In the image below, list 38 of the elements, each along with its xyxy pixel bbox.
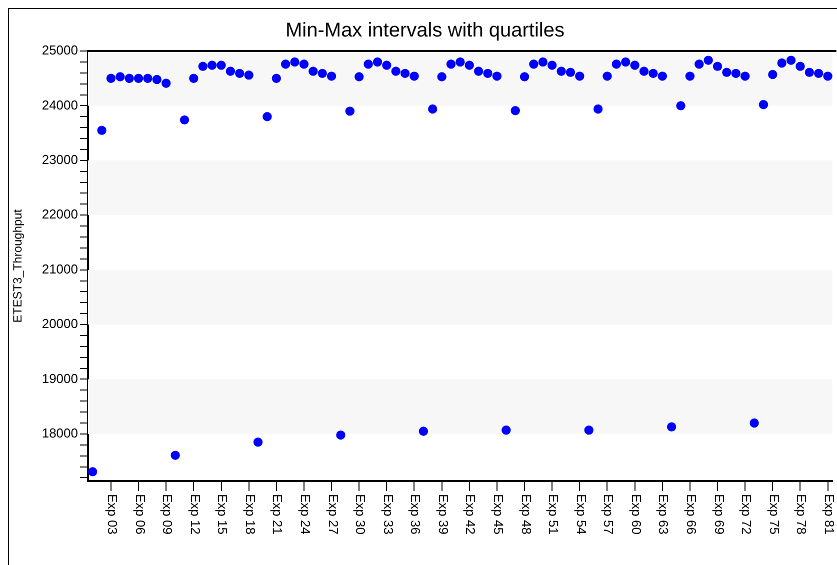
x-tick-label: Exp 51 (546, 494, 561, 534)
x-tick-label: Exp 03 (104, 494, 120, 534)
x-tick-label: Exp 24 (298, 494, 313, 534)
x-tick-label: Exp 72 (738, 494, 754, 534)
x-tick-label: Exp 09 (160, 494, 175, 534)
x-tick-label: Exp 33 (380, 494, 396, 534)
x-tick-label: Exp 39 (436, 494, 451, 534)
x-tick-label: Exp 75 (766, 494, 782, 534)
y-tick-label: 24000 (42, 97, 78, 112)
x-tick-label: Exp 30 (352, 494, 368, 534)
x-tick-label: Exp 45 (490, 494, 506, 534)
x-tick-label: Exp 21 (270, 494, 285, 534)
x-tick-label: Exp 12 (188, 494, 203, 534)
x-tick-label: Exp 18 (242, 494, 258, 534)
y-axis-title: ETEST3_Throughput (10, 208, 24, 323)
chart-title: Min-Max intervals with quartiles (286, 20, 564, 42)
y-tick-label: 20000 (42, 316, 78, 332)
x-tick-label: Exp 48 (518, 494, 534, 534)
y-tick-label: 19000 (42, 370, 78, 386)
x-tick-label: Exp 78 (794, 494, 809, 534)
x-tick-label: Exp 81 (822, 494, 837, 534)
x-tick-label: Exp 60 (628, 494, 644, 534)
y-tick-label: 23000 (42, 152, 78, 167)
y-tick-label: 22000 (42, 206, 78, 222)
y-tick-label: 18000 (42, 426, 78, 441)
y-tick-label: 25000 (42, 42, 78, 58)
x-tick-label: Exp 57 (600, 494, 616, 534)
x-tick-label: Exp 06 (132, 494, 148, 534)
y-tick-label: 21000 (42, 261, 78, 276)
x-tick-label: Exp 36 (408, 494, 423, 534)
panel-frame: 18000 19000 20000 21000 22000 23000 24000 25000 Exp 03 Exp 06 Exp 09 Exp 12 Exp 15 Exp 18 Exp 21 Exp 24 Exp 27 Exp 30 Exp 33 Exp 36 Exp 39 Exp 42 Exp 45 Exp 48 Exp 51 Exp 54 Exp 57 Exp 60 Exp 63 Exp 66 Exp 69 Exp 72 Exp 75 Exp 78 Exp 81 Min-Max intervals with quartiles ETEST3_Throughput (8, 8, 837, 565)
x-tick-label: Exp 54 (574, 494, 589, 534)
x-tick-label: Exp 15 (214, 494, 230, 534)
x-tick-label: Exp 69 (712, 494, 727, 534)
x-tick-label: Exp 42 (462, 494, 478, 534)
x-tick-label: Exp 63 (656, 494, 671, 534)
x-tick-label: Exp 27 (326, 494, 341, 534)
x-tick-label: Exp 66 (684, 494, 699, 534)
